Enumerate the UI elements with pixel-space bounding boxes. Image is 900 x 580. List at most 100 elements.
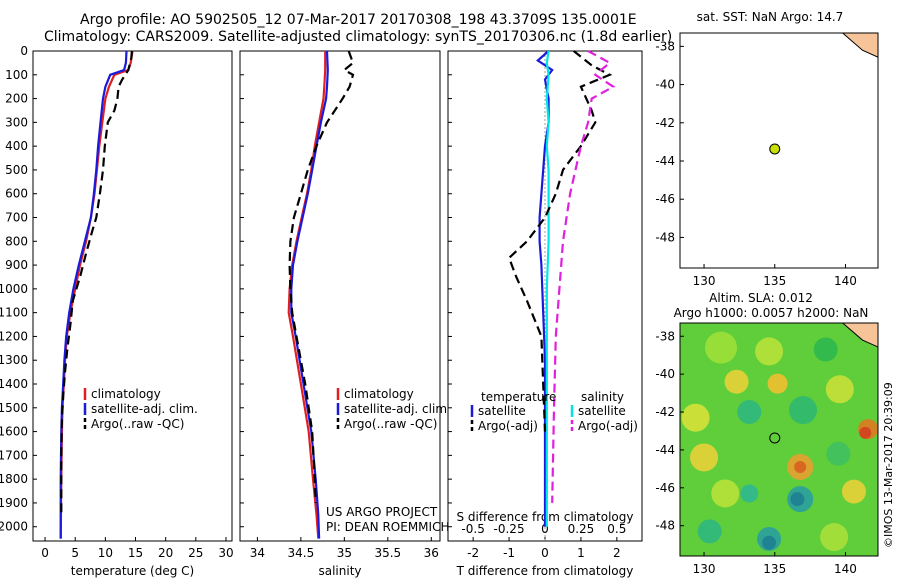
legend-label: Argo(-adj) xyxy=(578,419,638,433)
map-x-tick-label: 130 xyxy=(693,274,716,288)
x-tick-label: 10 xyxy=(98,546,113,560)
map-y-tick-label: -38 xyxy=(655,329,675,343)
map-y-tick-label: -48 xyxy=(655,230,675,244)
x-tick-label: 30 xyxy=(218,546,233,560)
depth-tick-label: 1300 xyxy=(0,353,28,367)
map-frame xyxy=(679,32,879,269)
depth-tick-label: 400 xyxy=(5,139,28,153)
sla-anomaly-patch xyxy=(826,441,851,466)
x-tick-label: -1 xyxy=(503,546,515,560)
x-tick-label: 35.5 xyxy=(374,546,401,560)
sla-anomaly-patch xyxy=(724,369,749,394)
depth-tick-label: 1100 xyxy=(0,306,28,320)
sla-anomaly-patch xyxy=(789,396,818,425)
map-y-tick-label: -46 xyxy=(655,481,675,495)
x-axis-label: temperature (deg C) xyxy=(71,564,194,578)
sla-anomaly-patch xyxy=(813,337,838,362)
depth-tick-label: 1700 xyxy=(0,448,28,462)
x-tick-label: 34.5 xyxy=(288,546,315,560)
map-x-tick-label: 140 xyxy=(834,562,857,576)
legend-label: satellite xyxy=(478,404,526,418)
x-top-tick-label: 0.5 xyxy=(607,522,626,536)
legend-label: Argo(-adj) xyxy=(478,419,538,433)
sla-map-title-line1: Altim. SLA: 0.012 xyxy=(709,291,813,305)
map-x-tick-label: 135 xyxy=(763,562,786,576)
depth-tick-label: 1500 xyxy=(0,401,28,415)
depth-tick-label: 700 xyxy=(5,211,28,225)
x-tick-label: 2 xyxy=(613,546,621,560)
x-top-tick-label: 0.25 xyxy=(568,522,595,536)
depth-tick-label: 1200 xyxy=(0,329,28,343)
x-top-tick-label: -0.5 xyxy=(461,522,484,536)
map-y-tick-label: -38 xyxy=(655,39,675,53)
sla-anomaly-patch xyxy=(762,535,777,550)
series-line-argo-adj- xyxy=(551,50,616,503)
depth-tick-label: 800 xyxy=(5,234,28,248)
sla-anomaly-patch xyxy=(711,479,740,508)
depth-tick-label: 200 xyxy=(5,92,28,106)
profile-panel-temperature: 0 100 200 300 400 500 600 700 800 900 1000 1100 1200… xyxy=(0,44,234,578)
sla-anomaly-patch xyxy=(681,403,710,432)
sla-anomaly-patch xyxy=(820,523,849,552)
depth-tick-label: 100 xyxy=(5,68,28,82)
x-top-tick-label: -0.25 xyxy=(494,522,525,536)
depth-tick-label: 1400 xyxy=(0,377,28,391)
depth-tick-label: 300 xyxy=(5,115,28,129)
series-line-argo-adj- xyxy=(507,50,613,432)
depth-tick-label: 2000 xyxy=(0,520,28,534)
map-x-tick-label: 130 xyxy=(693,562,716,576)
sla-anomaly-patch xyxy=(737,400,762,425)
heatmap-background xyxy=(680,323,878,556)
sla-map-title-line2: Argo h1000: 0.0057 h2000: NaN xyxy=(674,306,869,320)
map-x-tick-label: 140 xyxy=(834,274,857,288)
depth-tick-label: 500 xyxy=(5,163,28,177)
sst-map-title: sat. SST: NaN Argo: 14.7 xyxy=(697,10,844,24)
map-y-tick-label: -44 xyxy=(655,154,675,168)
depth-tick-label: 0 xyxy=(20,44,28,58)
series-line-argo-raw-qc- xyxy=(60,50,133,515)
legend-label: satellite xyxy=(578,404,626,418)
map-y-tick-label: -42 xyxy=(655,405,675,419)
sla-anomaly-patch xyxy=(859,426,872,439)
sla-anomaly-patch xyxy=(705,331,738,364)
legend-header-salinity: salinity xyxy=(581,390,624,404)
legend-label: satellite-adj. clim. xyxy=(91,402,198,416)
sla-anomaly-patch xyxy=(790,492,805,507)
sla-anomaly-patch xyxy=(841,479,866,504)
depth-tick-label: 600 xyxy=(5,187,28,201)
x-tick-label: 5 xyxy=(71,546,79,560)
legend-label: climatology xyxy=(344,387,414,401)
depth-tick-label: 900 xyxy=(5,258,28,272)
x-tick-label: 36 xyxy=(424,546,439,560)
legend-label: Argo(..raw -QC) xyxy=(344,417,437,431)
panel-frame xyxy=(32,50,233,542)
annotation-project: US ARGO PROJECT xyxy=(326,505,438,519)
legend-label: climatology xyxy=(91,387,161,401)
sla-anomaly-patch xyxy=(755,337,784,366)
map-x-tick-label: 135 xyxy=(763,274,786,288)
legend-label: Argo(..raw -QC) xyxy=(91,417,184,431)
x-tick-label: 35 xyxy=(337,546,352,560)
sla-anomaly-patch xyxy=(697,519,722,544)
x-top-tick-label: 0 xyxy=(541,522,549,536)
x-axis-label: T difference from climatology xyxy=(456,564,634,578)
series-line-argo-raw-qc- xyxy=(288,50,355,503)
header-title-line1: Argo profile: AO 5902505_12 07-Mar-2017 … xyxy=(80,12,637,28)
depth-tick-label: 1900 xyxy=(0,496,28,510)
sla-anomaly-patch xyxy=(690,443,719,472)
series-line-satellite xyxy=(545,50,550,527)
x-tick-label: 34 xyxy=(250,546,265,560)
header-title-line2: Climatology: CARS2009. Satellite-adjuste… xyxy=(44,29,673,45)
x-tick-label: -2 xyxy=(467,546,479,560)
series-line-satellite-adj-clim- xyxy=(290,50,329,539)
panel-frame xyxy=(239,50,441,542)
map-y-tick-label: -40 xyxy=(655,78,675,92)
sla-anomaly-patch xyxy=(767,373,788,394)
map-y-tick-label: -44 xyxy=(655,443,675,457)
map-y-tick-label: -40 xyxy=(655,367,675,381)
x-tick-label: 20 xyxy=(158,546,173,560)
x-tick-label: 1 xyxy=(577,546,585,560)
depth-tick-label: 1000 xyxy=(0,282,28,296)
map-y-tick-label: -42 xyxy=(655,116,675,130)
